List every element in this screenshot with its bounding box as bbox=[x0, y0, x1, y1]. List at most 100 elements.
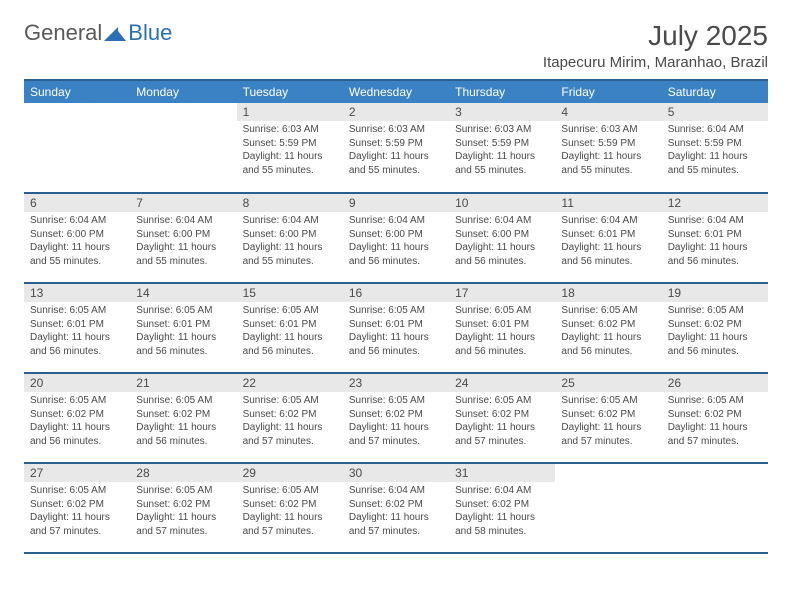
calendar-day-cell: 15Sunrise: 6:05 AMSunset: 6:01 PMDayligh… bbox=[237, 283, 343, 373]
day-number: 13 bbox=[24, 284, 130, 302]
day-content: Sunrise: 6:05 AMSunset: 6:02 PMDaylight:… bbox=[555, 392, 661, 454]
calendar-day-cell: 2Sunrise: 6:03 AMSunset: 5:59 PMDaylight… bbox=[343, 103, 449, 193]
calendar-day-cell: 18Sunrise: 6:05 AMSunset: 6:02 PMDayligh… bbox=[555, 283, 661, 373]
calendar-week-row: 13Sunrise: 6:05 AMSunset: 6:01 PMDayligh… bbox=[24, 283, 768, 373]
day-content: Sunrise: 6:05 AMSunset: 6:02 PMDaylight:… bbox=[343, 392, 449, 454]
day-number: 17 bbox=[449, 284, 555, 302]
day-number: 23 bbox=[343, 374, 449, 392]
logo-text-blue: Blue bbox=[128, 20, 172, 46]
calendar-week-row: 1Sunrise: 6:03 AMSunset: 5:59 PMDaylight… bbox=[24, 103, 768, 193]
day-content: Sunrise: 6:04 AMSunset: 6:00 PMDaylight:… bbox=[237, 212, 343, 274]
calendar-day-cell: 25Sunrise: 6:05 AMSunset: 6:02 PMDayligh… bbox=[555, 373, 661, 463]
calendar-day-cell: 23Sunrise: 6:05 AMSunset: 6:02 PMDayligh… bbox=[343, 373, 449, 463]
day-number: 3 bbox=[449, 103, 555, 121]
day-content: Sunrise: 6:04 AMSunset: 6:01 PMDaylight:… bbox=[662, 212, 768, 274]
day-number: 20 bbox=[24, 374, 130, 392]
day-content: Sunrise: 6:05 AMSunset: 6:01 PMDaylight:… bbox=[130, 302, 236, 364]
header: General Blue July 2025 Itapecuru Mirim, … bbox=[24, 20, 768, 71]
day-number: 1 bbox=[237, 103, 343, 121]
calendar-day-cell: 8Sunrise: 6:04 AMSunset: 6:00 PMDaylight… bbox=[237, 193, 343, 283]
calendar-day-cell: 27Sunrise: 6:05 AMSunset: 6:02 PMDayligh… bbox=[24, 463, 130, 553]
calendar-week-row: 6Sunrise: 6:04 AMSunset: 6:00 PMDaylight… bbox=[24, 193, 768, 283]
calendar-day-cell: 9Sunrise: 6:04 AMSunset: 6:00 PMDaylight… bbox=[343, 193, 449, 283]
day-number: 7 bbox=[130, 194, 236, 212]
day-number: 12 bbox=[662, 194, 768, 212]
day-content: Sunrise: 6:04 AMSunset: 6:00 PMDaylight:… bbox=[24, 212, 130, 274]
calendar-day-cell: 21Sunrise: 6:05 AMSunset: 6:02 PMDayligh… bbox=[130, 373, 236, 463]
day-content: Sunrise: 6:03 AMSunset: 5:59 PMDaylight:… bbox=[343, 121, 449, 183]
weekday-header: Friday bbox=[555, 80, 661, 103]
logo-text-general: General bbox=[24, 20, 102, 46]
calendar-day-cell bbox=[24, 103, 130, 193]
day-content: Sunrise: 6:05 AMSunset: 6:02 PMDaylight:… bbox=[130, 482, 236, 544]
day-number: 15 bbox=[237, 284, 343, 302]
calendar-day-cell: 19Sunrise: 6:05 AMSunset: 6:02 PMDayligh… bbox=[662, 283, 768, 373]
day-content: Sunrise: 6:04 AMSunset: 5:59 PMDaylight:… bbox=[662, 121, 768, 183]
day-number: 21 bbox=[130, 374, 236, 392]
calendar-day-cell: 7Sunrise: 6:04 AMSunset: 6:00 PMDaylight… bbox=[130, 193, 236, 283]
day-content: Sunrise: 6:05 AMSunset: 6:01 PMDaylight:… bbox=[24, 302, 130, 364]
day-content: Sunrise: 6:04 AMSunset: 6:00 PMDaylight:… bbox=[130, 212, 236, 274]
weekday-header-row: Sunday Monday Tuesday Wednesday Thursday… bbox=[24, 80, 768, 103]
weekday-header: Saturday bbox=[662, 80, 768, 103]
calendar-day-cell: 31Sunrise: 6:04 AMSunset: 6:02 PMDayligh… bbox=[449, 463, 555, 553]
day-number: 26 bbox=[662, 374, 768, 392]
calendar-day-cell: 17Sunrise: 6:05 AMSunset: 6:01 PMDayligh… bbox=[449, 283, 555, 373]
day-number: 11 bbox=[555, 194, 661, 212]
day-number: 6 bbox=[24, 194, 130, 212]
calendar-day-cell: 5Sunrise: 6:04 AMSunset: 5:59 PMDaylight… bbox=[662, 103, 768, 193]
day-content: Sunrise: 6:05 AMSunset: 6:02 PMDaylight:… bbox=[24, 482, 130, 544]
calendar-week-row: 27Sunrise: 6:05 AMSunset: 6:02 PMDayligh… bbox=[24, 463, 768, 553]
calendar-day-cell: 4Sunrise: 6:03 AMSunset: 5:59 PMDaylight… bbox=[555, 103, 661, 193]
calendar-day-cell: 22Sunrise: 6:05 AMSunset: 6:02 PMDayligh… bbox=[237, 373, 343, 463]
day-content: Sunrise: 6:05 AMSunset: 6:01 PMDaylight:… bbox=[237, 302, 343, 364]
day-number: 10 bbox=[449, 194, 555, 212]
logo: General Blue bbox=[24, 20, 172, 46]
location: Itapecuru Mirim, Maranhao, Brazil bbox=[543, 54, 768, 71]
logo-triangle-icon bbox=[104, 25, 126, 41]
weekday-header: Thursday bbox=[449, 80, 555, 103]
day-number: 18 bbox=[555, 284, 661, 302]
calendar-day-cell: 28Sunrise: 6:05 AMSunset: 6:02 PMDayligh… bbox=[130, 463, 236, 553]
day-number: 8 bbox=[237, 194, 343, 212]
day-number: 2 bbox=[343, 103, 449, 121]
day-content: Sunrise: 6:05 AMSunset: 6:02 PMDaylight:… bbox=[555, 302, 661, 364]
day-content: Sunrise: 6:03 AMSunset: 5:59 PMDaylight:… bbox=[237, 121, 343, 183]
day-number: 29 bbox=[237, 464, 343, 482]
day-content: Sunrise: 6:03 AMSunset: 5:59 PMDaylight:… bbox=[555, 121, 661, 183]
day-content: Sunrise: 6:03 AMSunset: 5:59 PMDaylight:… bbox=[449, 121, 555, 183]
calendar-week-row: 20Sunrise: 6:05 AMSunset: 6:02 PMDayligh… bbox=[24, 373, 768, 463]
day-content: Sunrise: 6:04 AMSunset: 6:02 PMDaylight:… bbox=[343, 482, 449, 544]
calendar-day-cell: 13Sunrise: 6:05 AMSunset: 6:01 PMDayligh… bbox=[24, 283, 130, 373]
header-right: July 2025 Itapecuru Mirim, Maranhao, Bra… bbox=[543, 20, 768, 71]
day-number: 22 bbox=[237, 374, 343, 392]
day-content: Sunrise: 6:05 AMSunset: 6:02 PMDaylight:… bbox=[237, 482, 343, 544]
day-content: Sunrise: 6:05 AMSunset: 6:02 PMDaylight:… bbox=[662, 302, 768, 364]
day-content: Sunrise: 6:05 AMSunset: 6:01 PMDaylight:… bbox=[449, 302, 555, 364]
calendar-day-cell: 14Sunrise: 6:05 AMSunset: 6:01 PMDayligh… bbox=[130, 283, 236, 373]
day-content: Sunrise: 6:04 AMSunset: 6:00 PMDaylight:… bbox=[343, 212, 449, 274]
day-content: Sunrise: 6:05 AMSunset: 6:02 PMDaylight:… bbox=[130, 392, 236, 454]
day-number: 30 bbox=[343, 464, 449, 482]
day-content: Sunrise: 6:05 AMSunset: 6:02 PMDaylight:… bbox=[662, 392, 768, 454]
calendar-day-cell: 20Sunrise: 6:05 AMSunset: 6:02 PMDayligh… bbox=[24, 373, 130, 463]
day-number: 27 bbox=[24, 464, 130, 482]
day-content: Sunrise: 6:04 AMSunset: 6:02 PMDaylight:… bbox=[449, 482, 555, 544]
day-content: Sunrise: 6:05 AMSunset: 6:02 PMDaylight:… bbox=[449, 392, 555, 454]
calendar-day-cell: 29Sunrise: 6:05 AMSunset: 6:02 PMDayligh… bbox=[237, 463, 343, 553]
weekday-header: Tuesday bbox=[237, 80, 343, 103]
calendar-day-cell: 6Sunrise: 6:04 AMSunset: 6:00 PMDaylight… bbox=[24, 193, 130, 283]
calendar-day-cell: 12Sunrise: 6:04 AMSunset: 6:01 PMDayligh… bbox=[662, 193, 768, 283]
day-content: Sunrise: 6:04 AMSunset: 6:00 PMDaylight:… bbox=[449, 212, 555, 274]
day-number: 9 bbox=[343, 194, 449, 212]
day-number: 28 bbox=[130, 464, 236, 482]
month-title: July 2025 bbox=[543, 20, 768, 52]
day-number: 5 bbox=[662, 103, 768, 121]
calendar-day-cell bbox=[555, 463, 661, 553]
calendar-day-cell bbox=[662, 463, 768, 553]
day-number: 14 bbox=[130, 284, 236, 302]
calendar-day-cell: 26Sunrise: 6:05 AMSunset: 6:02 PMDayligh… bbox=[662, 373, 768, 463]
day-content: Sunrise: 6:04 AMSunset: 6:01 PMDaylight:… bbox=[555, 212, 661, 274]
day-number: 31 bbox=[449, 464, 555, 482]
day-number: 25 bbox=[555, 374, 661, 392]
